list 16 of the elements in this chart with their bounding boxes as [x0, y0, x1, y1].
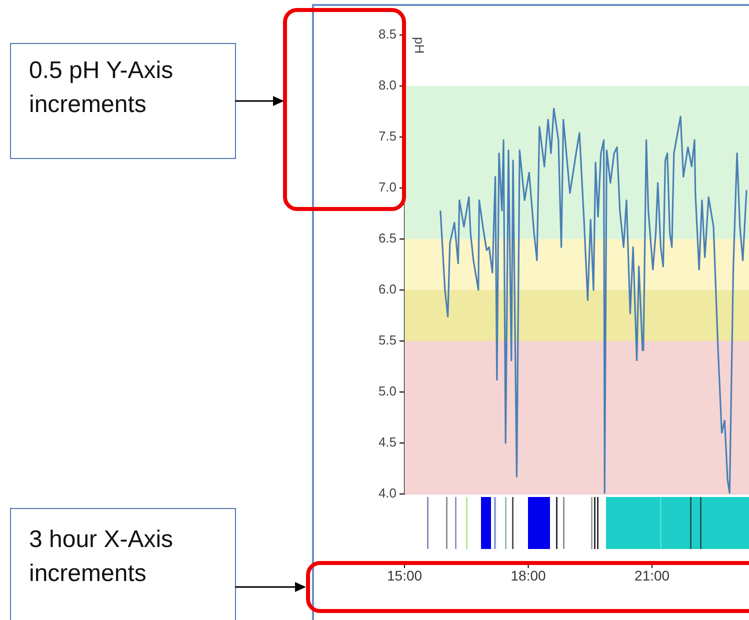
y-tick-label: 4.5 [378, 434, 397, 450]
x-tick-label: 18:00 [510, 567, 546, 584]
text: 0.5 pH Y-Axis increments [10, 43, 236, 159]
y-tick-label: 8.0 [378, 78, 397, 93]
y-tick-label: 7.5 [378, 128, 397, 144]
y-tick-label: 5.5 [378, 332, 397, 348]
y-tick-label: 7.0 [378, 180, 397, 195]
y-tick-label: 6.0 [378, 282, 397, 297]
y-axis-title: pH [412, 37, 427, 54]
text: 3 hour X-Axis increments [10, 508, 236, 620]
y-tick-label: 8.5 [378, 26, 397, 42]
y-tick-label: 4.0 [378, 486, 397, 501]
x-tick-label: 21:00 [634, 567, 670, 584]
x-tick-label: 15:00 [386, 567, 422, 584]
y-tick-label: 6.5 [378, 230, 397, 246]
y-tick-label: 5.0 [378, 384, 397, 399]
